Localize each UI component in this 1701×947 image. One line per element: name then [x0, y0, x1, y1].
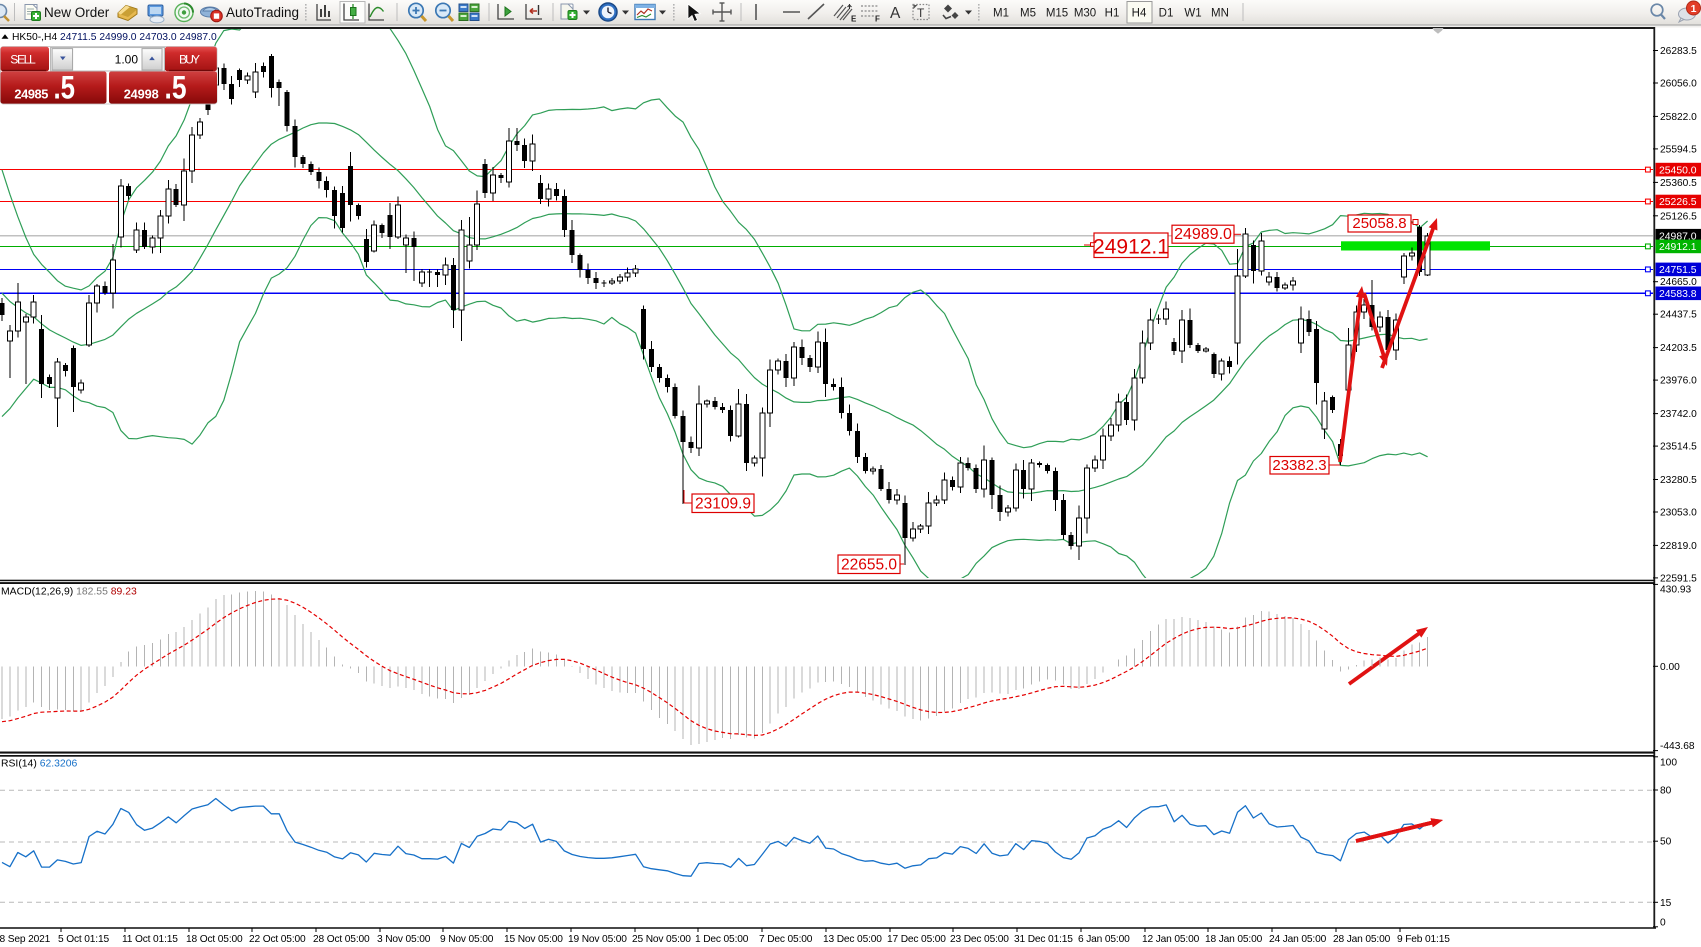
svg-text:SELL: SELL — [10, 53, 36, 67]
svg-text:17 Dec 05:00: 17 Dec 05:00 — [887, 934, 946, 945]
svg-text:RSI(14) 62.3206: RSI(14) 62.3206 — [1, 758, 77, 769]
svg-text:M30: M30 — [1074, 8, 1096, 20]
svg-text:-443.68: -443.68 — [1660, 741, 1695, 752]
svg-text:1.00: 1.00 — [115, 52, 139, 66]
svg-text:19 Nov 05:00: 19 Nov 05:00 — [568, 934, 627, 945]
svg-text:1: 1 — [1691, 3, 1697, 15]
svg-text:28 Jan 05:00: 28 Jan 05:00 — [1333, 934, 1391, 945]
svg-text:24987.0: 24987.0 — [1659, 231, 1697, 242]
svg-text:11 Oct 01:15: 11 Oct 01:15 — [122, 934, 178, 945]
svg-text:18 Jan 05:00: 18 Jan 05:00 — [1205, 934, 1263, 945]
svg-text:25450.0: 25450.0 — [1659, 165, 1697, 176]
svg-text:M15: M15 — [1046, 8, 1068, 20]
svg-text:24665.0: 24665.0 — [1660, 277, 1697, 288]
svg-text:25 Nov 05:00: 25 Nov 05:00 — [632, 934, 691, 945]
svg-text:15: 15 — [1660, 898, 1672, 909]
svg-text:M1: M1 — [993, 8, 1009, 20]
svg-text:22 Oct 05:00: 22 Oct 05:00 — [249, 934, 306, 945]
svg-text:D1: D1 — [1159, 8, 1174, 20]
svg-text:7 Dec 05:00: 7 Dec 05:00 — [759, 934, 813, 945]
svg-text:F: F — [875, 15, 880, 24]
svg-text:15 Nov 05:00: 15 Nov 05:00 — [504, 934, 563, 945]
svg-text:HK50-,H4: HK50-,H4 — [12, 32, 57, 43]
svg-text:31 Dec 01:15: 31 Dec 01:15 — [1014, 934, 1073, 945]
svg-text:9 Feb 01:15: 9 Feb 01:15 — [1397, 934, 1450, 945]
svg-text:6 Jan 05:00: 6 Jan 05:00 — [1078, 934, 1130, 945]
svg-text:25058.8: 25058.8 — [1352, 215, 1406, 232]
svg-text:28 Sep 2021: 28 Sep 2021 — [0, 934, 51, 945]
svg-text:22591.5: 22591.5 — [1660, 573, 1697, 584]
svg-text:BUY: BUY — [179, 53, 200, 67]
svg-text:H4: H4 — [1132, 8, 1147, 20]
svg-text:23 Dec 05:00: 23 Dec 05:00 — [950, 934, 1009, 945]
svg-text:23382.3: 23382.3 — [1272, 457, 1326, 474]
svg-text:24989.0: 24989.0 — [1174, 226, 1232, 243]
svg-text:28 Oct 05:00: 28 Oct 05:00 — [313, 934, 370, 945]
svg-text:24437.5: 24437.5 — [1660, 310, 1697, 321]
svg-text:23280.5: 23280.5 — [1660, 475, 1697, 486]
svg-text:26056.0: 26056.0 — [1660, 79, 1697, 90]
svg-text:0: 0 — [1660, 917, 1666, 928]
svg-text:24711.5 24999.0 24703.0 24987.: 24711.5 24999.0 24703.0 24987.0 — [60, 32, 217, 43]
svg-text:T: T — [917, 6, 925, 20]
svg-text:24912.1: 24912.1 — [1093, 236, 1169, 259]
svg-text:24751.5: 24751.5 — [1659, 265, 1697, 276]
svg-text:AutoTrading: AutoTrading — [226, 5, 299, 20]
svg-text:25126.5: 25126.5 — [1660, 211, 1697, 222]
svg-text:24 Jan 05:00: 24 Jan 05:00 — [1269, 934, 1327, 945]
svg-text:M5: M5 — [1020, 8, 1036, 20]
svg-text:25822.0: 25822.0 — [1660, 112, 1697, 123]
svg-text:H1: H1 — [1105, 8, 1120, 20]
svg-text:MN: MN — [1211, 8, 1229, 20]
svg-text:24203.5: 24203.5 — [1660, 343, 1697, 354]
svg-text:23109.9: 23109.9 — [695, 496, 751, 513]
svg-text:W1: W1 — [1184, 8, 1201, 20]
svg-text:430.93: 430.93 — [1660, 585, 1691, 596]
svg-text:18 Oct 05:00: 18 Oct 05:00 — [186, 934, 243, 945]
svg-text:24583.8: 24583.8 — [1659, 289, 1697, 300]
svg-text:25594.5: 25594.5 — [1660, 144, 1697, 155]
svg-text:23976.0: 23976.0 — [1660, 376, 1697, 387]
svg-text:3 Nov 05:00: 3 Nov 05:00 — [377, 934, 431, 945]
svg-text:0.00: 0.00 — [1660, 662, 1680, 673]
svg-text:22655.0: 22655.0 — [841, 557, 897, 574]
svg-text:22819.0: 22819.0 — [1660, 541, 1697, 552]
svg-text:26283.5: 26283.5 — [1660, 46, 1697, 57]
svg-text:24912.1: 24912.1 — [1659, 242, 1697, 253]
svg-text:A: A — [890, 5, 901, 22]
svg-text:E: E — [851, 15, 857, 24]
svg-text:24998: 24998 — [124, 87, 159, 102]
svg-text:24985: 24985 — [14, 87, 48, 102]
svg-text:13 Dec 05:00: 13 Dec 05:00 — [823, 934, 882, 945]
svg-text:5 Oct 01:15: 5 Oct 01:15 — [58, 934, 110, 945]
svg-text:100: 100 — [1660, 757, 1677, 768]
svg-text:.5: .5 — [165, 70, 187, 106]
svg-text:23514.5: 23514.5 — [1660, 442, 1697, 453]
svg-text:12 Jan 05:00: 12 Jan 05:00 — [1142, 934, 1200, 945]
svg-text:23053.0: 23053.0 — [1660, 508, 1697, 519]
svg-text:MACD(12,26,9) 182.55 89.23: MACD(12,26,9) 182.55 89.23 — [1, 586, 137, 597]
svg-text:9 Nov 05:00: 9 Nov 05:00 — [440, 934, 494, 945]
svg-text:23742.0: 23742.0 — [1660, 409, 1697, 420]
svg-text:25360.5: 25360.5 — [1660, 178, 1697, 189]
svg-text:80: 80 — [1660, 786, 1672, 797]
svg-text:1 Dec 05:00: 1 Dec 05:00 — [695, 934, 749, 945]
svg-text:50: 50 — [1660, 837, 1672, 848]
svg-text:25226.5: 25226.5 — [1659, 197, 1697, 208]
svg-text:.5: .5 — [54, 70, 76, 106]
svg-text:New Order: New Order — [44, 5, 110, 20]
